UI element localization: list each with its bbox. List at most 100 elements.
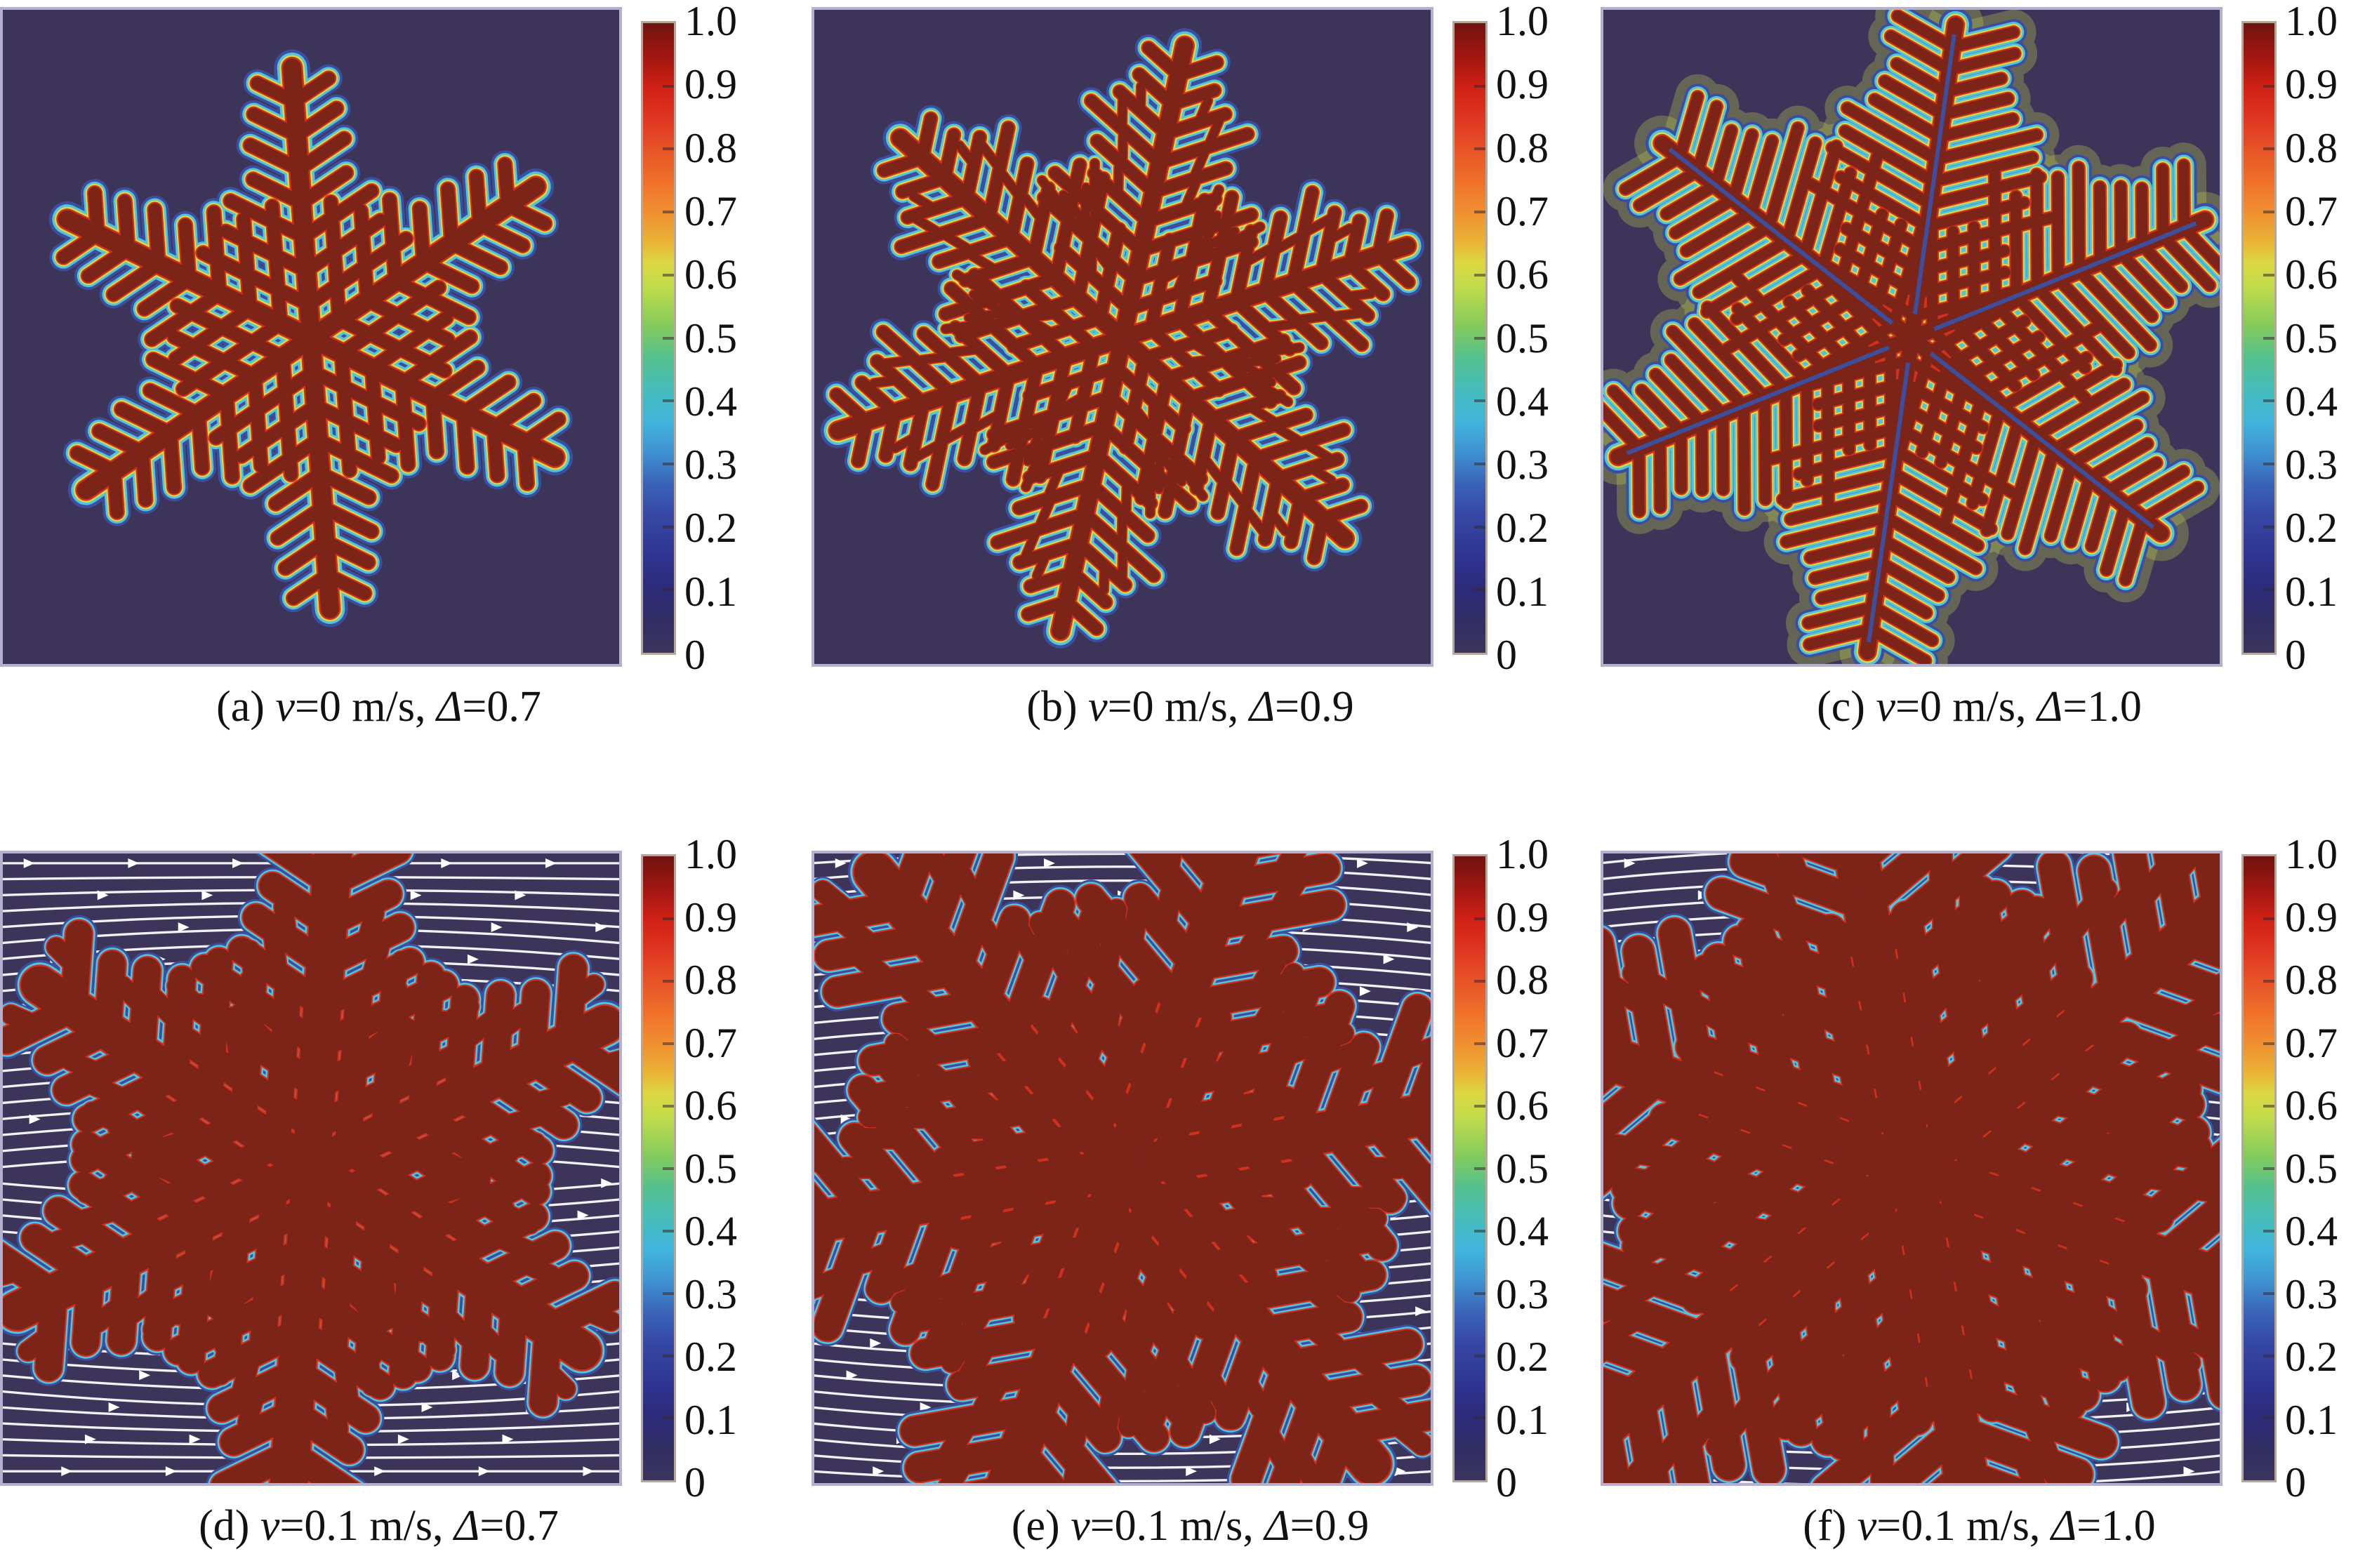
- colorbar-gradient: [2241, 854, 2277, 1483]
- panel-d: 1.0 0.9 0.8 0.7 0.6 0.5 0.4 0.3 0.2 0.1 …: [0, 833, 786, 1552]
- colorbar-slot-a: 1.0 0.9 0.8 0.7 0.6 0.5 0.4 0.3 0.2 0.1 …: [622, 0, 757, 676]
- colorbar-tick: [2263, 1229, 2274, 1233]
- colorbar-label: 0.9: [2285, 61, 2338, 108]
- undercooling-symbol: Δ: [1264, 1502, 1290, 1550]
- colorbar-tick: [663, 1416, 674, 1420]
- colorbar-labels: 1.0 0.9 0.8 0.7 0.6 0.5 0.4 0.3 0.2 0.1 …: [684, 833, 757, 1503]
- colorbar-label: 0.9: [1496, 893, 1549, 941]
- colorbar-label: 0.8: [684, 957, 737, 1004]
- colorbar-tick: [2263, 1354, 2274, 1357]
- colorbar-tick: [1474, 1229, 1485, 1233]
- colorbar-label: 0.6: [684, 1082, 737, 1129]
- colorbar-tick: [663, 1354, 674, 1357]
- colorbar-tick: [663, 1042, 674, 1046]
- undercooling-value: =0.7: [479, 1502, 559, 1550]
- phase-field-plot-e: [812, 851, 1433, 1487]
- caption-index: (d): [199, 1502, 260, 1550]
- figure-row-2: 1.0 0.9 0.8 0.7 0.6 0.5 0.4 0.3 0.2 0.1 …: [0, 833, 2358, 1552]
- colorbar-tick: [663, 1104, 674, 1108]
- colorbar-label: 0.3: [684, 441, 737, 489]
- colorbar-tick: [663, 273, 674, 277]
- colorbar-label: 0.1: [1496, 1396, 1549, 1443]
- phase-field-plot-f: [1601, 851, 2223, 1487]
- colorbar-label: 0.1: [2285, 568, 2338, 615]
- colorbar-label: 0.4: [684, 1208, 737, 1255]
- colorbar-tick: [1474, 1167, 1485, 1170]
- colorbar-label: 0.1: [2285, 1396, 2338, 1443]
- colorbar: 1.0 0.9 0.8 0.7 0.6 0.5 0.4 0.3 0.2 0.1 …: [641, 833, 757, 1503]
- colorbar-label: 0.9: [684, 893, 737, 941]
- velocity-value: =0 m/s,: [1107, 683, 1250, 731]
- colorbar-labels: 1.0 0.9 0.8 0.7 0.6 0.5 0.4 0.3 0.2 0.1 …: [1496, 0, 1569, 676]
- colorbar-tick: [2263, 1042, 2274, 1046]
- colorbar-tick: [1474, 980, 1485, 983]
- velocity-value: =0 m/s,: [294, 683, 437, 731]
- colorbar-label: 0.1: [1496, 568, 1549, 615]
- undercooling-symbol: Δ: [2037, 683, 2063, 731]
- colorbar-tick: [663, 84, 674, 88]
- colorbar-label: 0.7: [1496, 1019, 1549, 1066]
- phase-field-plot-b: [812, 7, 1433, 667]
- colorbar-label: 0: [684, 1459, 706, 1506]
- colorbar-label: 0.7: [684, 187, 737, 234]
- colorbar-label: 0.7: [2285, 1019, 2338, 1066]
- colorbar-tick: [2263, 525, 2274, 529]
- colorbar-label: 0.4: [1496, 378, 1549, 425]
- colorbar-label: 0: [2285, 1459, 2306, 1506]
- colorbar-label: 0.2: [2285, 1334, 2338, 1381]
- colorbar-label: 0.3: [2285, 1270, 2338, 1317]
- colorbar: 1.0 0.9 0.8 0.7 0.6 0.5 0.4 0.3 0.2 0.1 …: [2241, 833, 2358, 1503]
- colorbar-slot-c: 1.0 0.9 0.8 0.7 0.6 0.5 0.4 0.3 0.2 0.1 …: [2223, 0, 2358, 676]
- colorbar-label: 0.3: [1496, 1270, 1549, 1317]
- colorbar-label: 0.9: [2285, 893, 2338, 941]
- caption-index: (b): [1026, 683, 1089, 731]
- velocity-value: =0.1 m/s,: [1876, 1502, 2051, 1550]
- colorbar-tick: [2263, 917, 2274, 921]
- velocity-value: =0.1 m/s,: [1089, 1502, 1265, 1550]
- caption-a: (a) v=0 m/s, Δ=0.7: [0, 681, 757, 733]
- colorbar-tick: [663, 917, 674, 921]
- colorbar-tick: [1474, 1291, 1485, 1295]
- colorbar-label: 0.5: [2285, 1145, 2338, 1192]
- colorbar-label: 0.6: [1496, 1082, 1549, 1129]
- colorbar-tick: [2263, 147, 2274, 151]
- colorbar-gradient: [641, 854, 676, 1483]
- colorbar-label: 1.0: [2285, 0, 2338, 44]
- colorbar-tick: [2263, 273, 2274, 277]
- colorbar-tick: [1474, 1042, 1485, 1046]
- colorbar-tick: [1474, 273, 1485, 277]
- colorbar-tick: [2263, 336, 2274, 340]
- colorbar-label: 0.5: [684, 1145, 737, 1192]
- colorbar-labels: 1.0 0.9 0.8 0.7 0.6 0.5 0.4 0.3 0.2 0.1 …: [1496, 833, 1569, 1503]
- colorbar-slot-b: 1.0 0.9 0.8 0.7 0.6 0.5 0.4 0.3 0.2 0.1 …: [1433, 0, 1569, 676]
- colorbar-label: 0.5: [2285, 314, 2338, 361]
- panel-e: 1.0 0.9 0.8 0.7 0.6 0.5 0.4 0.3 0.2 0.1 …: [786, 833, 1572, 1552]
- colorbar-tick: [1474, 1104, 1485, 1108]
- colorbar-label: 0.2: [684, 1334, 737, 1381]
- colorbar-tick: [663, 462, 674, 465]
- colorbar-tick: [1474, 917, 1485, 921]
- colorbar-label: 0: [684, 632, 706, 678]
- colorbar-label: 0.4: [2285, 378, 2338, 425]
- colorbar-label: 0.5: [1496, 1145, 1549, 1192]
- colorbar-label: 0.9: [1496, 61, 1549, 108]
- colorbar-tick: [1474, 211, 1485, 214]
- colorbar-label: 0.8: [1496, 124, 1549, 171]
- colorbar-label: 1.0: [2285, 831, 2338, 878]
- velocity-value: =0 m/s,: [1895, 683, 2038, 731]
- colorbar-gradient: [2241, 21, 2277, 655]
- colorbar-tick: [663, 211, 674, 214]
- colorbar-label: 0.5: [1496, 314, 1549, 361]
- colorbar-tick: [663, 336, 674, 340]
- colorbar-tick: [2263, 1167, 2274, 1170]
- colorbar-label: 0.7: [2285, 187, 2338, 234]
- colorbar-label: 0.8: [684, 124, 737, 171]
- colorbar-label: 0.7: [684, 1019, 737, 1066]
- panel-b: 1.0 0.9 0.8 0.7 0.6 0.5 0.4 0.3 0.2 0.1 …: [786, 0, 1572, 733]
- velocity-symbol: v: [1857, 1502, 1877, 1550]
- undercooling-symbol: Δ: [1249, 683, 1276, 731]
- colorbar: 1.0 0.9 0.8 0.7 0.6 0.5 0.4 0.3 0.2 0.1 …: [1452, 0, 1569, 676]
- colorbar-tick: [2263, 399, 2274, 403]
- colorbar-slot-f: 1.0 0.9 0.8 0.7 0.6 0.5 0.4 0.3 0.2 0.1 …: [2223, 833, 2358, 1503]
